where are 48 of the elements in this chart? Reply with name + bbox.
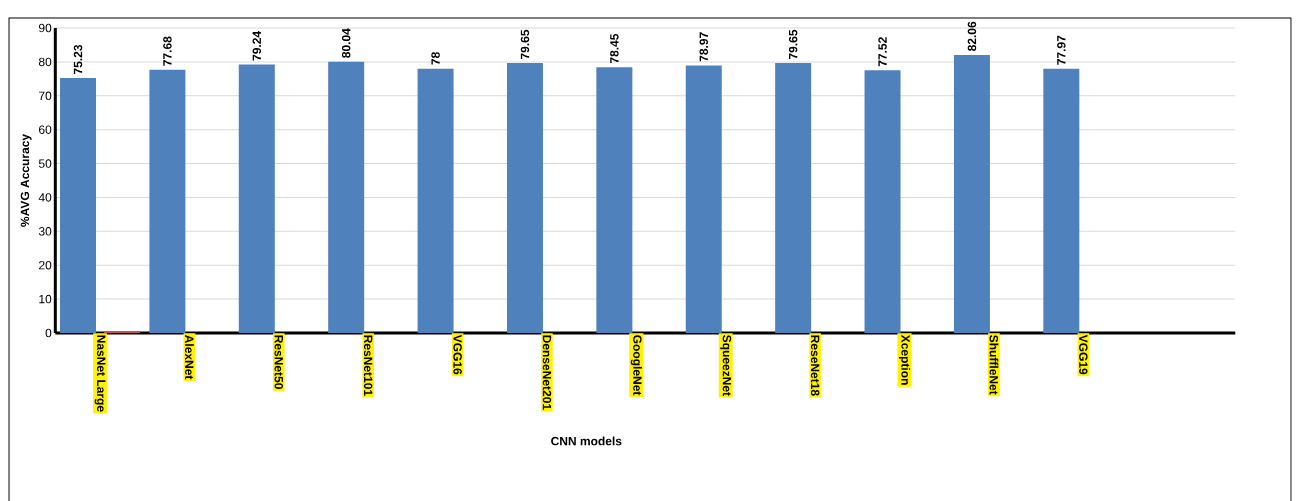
y-tick-label: 70 xyxy=(39,91,52,101)
data-label: 78.97 xyxy=(699,32,708,62)
y-axis-title: %AVG Accuracy xyxy=(20,134,32,227)
x-tick-label: VGG19 xyxy=(1079,334,1088,375)
data-label: 77.97 xyxy=(1057,35,1066,65)
bar xyxy=(417,68,454,333)
y-tick-label: 20 xyxy=(39,260,52,270)
x-tick-label: DenseNet201 xyxy=(542,335,552,410)
bar xyxy=(953,54,990,333)
x-tick-label: ShuffleNet xyxy=(989,335,999,395)
y-tick-label: 50 xyxy=(38,159,52,168)
data-label: 80.04 xyxy=(341,28,351,58)
data-label: 79.65 xyxy=(788,29,798,60)
y-tick-label: 30 xyxy=(38,227,52,236)
bar xyxy=(60,78,96,333)
y-tick-label: 40 xyxy=(38,193,52,202)
data-label: 78 xyxy=(431,52,440,65)
x-tick-label: VGG16 xyxy=(453,334,462,375)
bar xyxy=(596,67,633,333)
x-tick-label: NasNet Large xyxy=(94,335,106,412)
bar xyxy=(1043,68,1080,333)
bar xyxy=(775,63,812,333)
bar xyxy=(685,65,722,333)
data-label: 77.68 xyxy=(163,36,172,66)
y-tick-label: 60 xyxy=(39,125,52,134)
data-label: 77.52 xyxy=(878,37,887,67)
bar xyxy=(864,70,901,333)
data-label: 75.23 xyxy=(73,44,83,75)
data-label: 79.24 xyxy=(252,30,262,61)
data-label: 82.06 xyxy=(967,21,977,51)
x-tick-label: ResNet101 xyxy=(363,335,373,396)
bar xyxy=(149,69,186,333)
y-tick-label: 80 xyxy=(38,57,52,67)
bar xyxy=(328,61,365,333)
data-label: 79.65 xyxy=(520,29,530,60)
x-tick-label: ReseNet18 xyxy=(810,335,820,396)
y-tick-label: 10 xyxy=(39,294,52,304)
x-tick-label: ResNet50 xyxy=(274,335,284,389)
y-tick-label: 0 xyxy=(45,328,52,338)
x-axis-title: CNN models xyxy=(551,436,622,446)
x-tick-label: SqueezNet xyxy=(720,335,732,396)
x-tick-label: Xception xyxy=(898,334,911,385)
data-label: 78.45 xyxy=(610,33,619,64)
bar xyxy=(238,64,275,333)
x-tick-label: GoogleNet xyxy=(630,335,642,396)
y-tick-label: 90 xyxy=(38,23,52,33)
x-tick-label: AlexNet xyxy=(185,335,194,380)
bar xyxy=(506,63,543,333)
